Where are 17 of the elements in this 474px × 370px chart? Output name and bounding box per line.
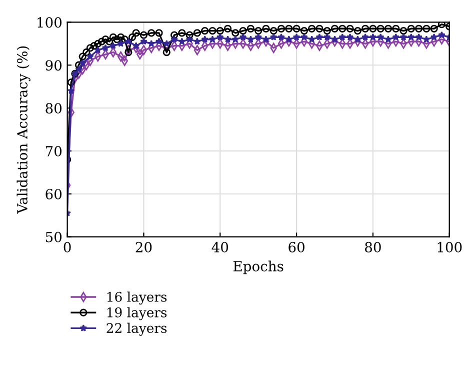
y-tick-label: 100 bbox=[38, 17, 62, 28]
legend-label: 16 layers bbox=[107, 292, 167, 305]
x-tick-label: 100 bbox=[438, 242, 462, 252]
legend-label: 22 layers bbox=[106, 322, 167, 336]
x-axis-title: Epochs bbox=[233, 260, 284, 274]
x-tick-label: 20 bbox=[136, 242, 152, 252]
y-tick-label: 80 bbox=[46, 103, 62, 114]
x-tick-label: 40 bbox=[212, 242, 228, 252]
y-tick-label: 60 bbox=[46, 188, 62, 200]
y-tick-label: 50 bbox=[46, 232, 62, 242]
y-tick-label: 70 bbox=[46, 146, 62, 156]
y-tick-label: 90 bbox=[46, 60, 62, 71]
x-tick-label: 60 bbox=[288, 242, 304, 252]
x-tick-label: 0 bbox=[64, 242, 71, 252]
x-tick-label: 80 bbox=[365, 242, 381, 252]
y-axis-title: Validation Accuracy (%) bbox=[16, 46, 30, 214]
legend-label: 19 layers bbox=[107, 307, 167, 320]
